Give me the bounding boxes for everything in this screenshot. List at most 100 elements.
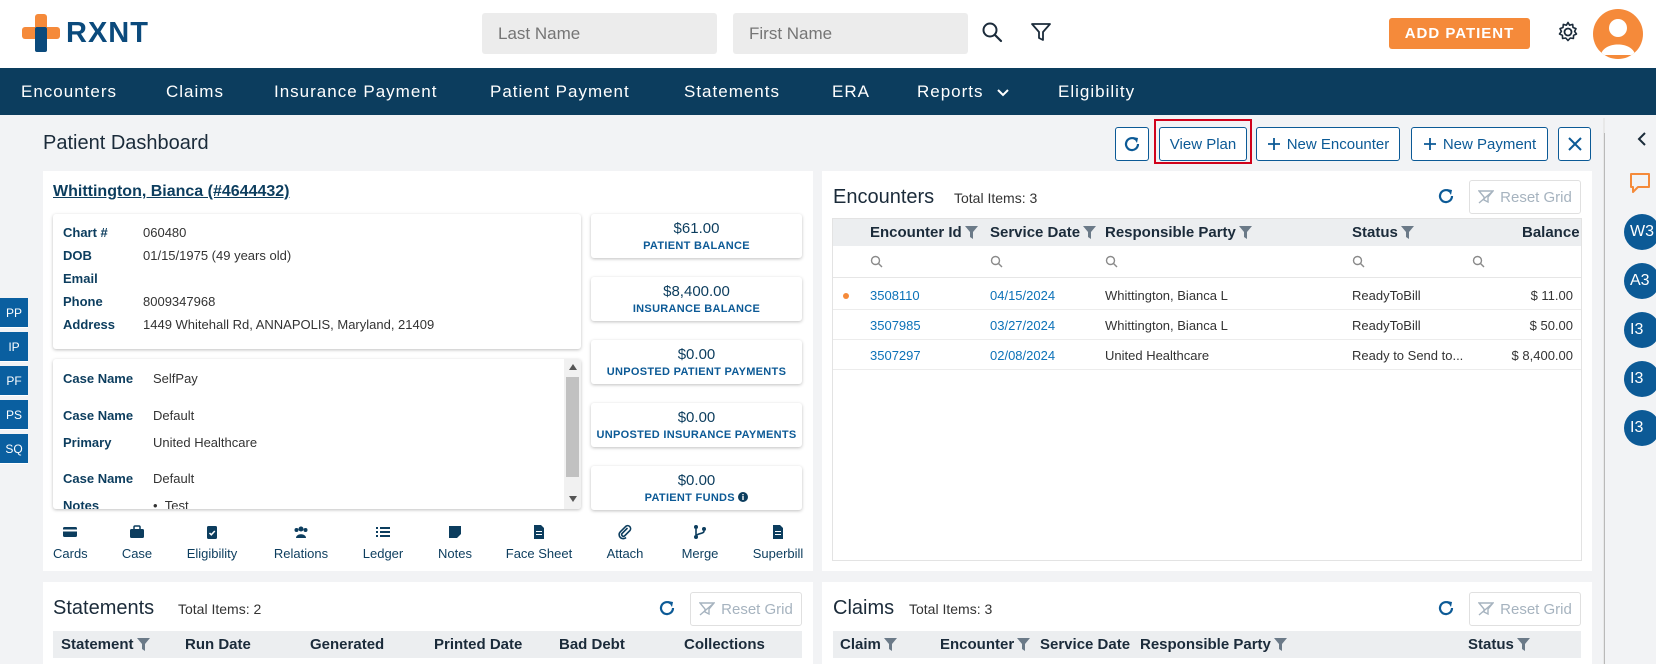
col-status[interactable]: Status: [1468, 636, 1530, 653]
encounter-id-link[interactable]: 3507985: [870, 318, 921, 333]
side-tab-ps[interactable]: PS: [0, 400, 28, 430]
table-row[interactable]: 3507985 03/27/2024 Whittington, Bianca L…: [833, 310, 1581, 340]
filter-icon[interactable]: [964, 226, 978, 239]
rail-badge[interactable]: I3: [1624, 361, 1656, 397]
patient-balance-box: $61.00 PATIENT BALANCE: [591, 214, 802, 258]
nav-claims[interactable]: Claims: [166, 82, 224, 101]
rail-badge[interactable]: I3: [1624, 410, 1656, 446]
view-plan-button[interactable]: View Plan: [1159, 127, 1247, 161]
statements-reset-grid-button[interactable]: Reset Grid: [690, 592, 802, 626]
action-case[interactable]: Case: [120, 524, 154, 561]
table-row[interactable]: 3508110 04/15/2024 Whittington, Bianca L…: [833, 280, 1581, 310]
action-merge[interactable]: Merge: [680, 524, 720, 561]
rail-badge[interactable]: I3: [1624, 312, 1656, 348]
action-cards[interactable]: Cards: [53, 524, 88, 561]
search-icon[interactable]: [1105, 255, 1118, 268]
col-service-date[interactable]: Service Date: [1040, 636, 1131, 653]
table-row[interactable]: 3507297 02/08/2024 United Healthcare Rea…: [833, 340, 1581, 370]
claims-reset-grid-button[interactable]: Reset Grid: [1469, 592, 1581, 626]
nav-reports[interactable]: Reports: [917, 82, 1009, 102]
nav-patient-payment[interactable]: Patient Payment: [490, 82, 630, 101]
col-responsible-party[interactable]: Responsible Party: [1105, 224, 1252, 241]
col-generated[interactable]: Generated: [310, 636, 385, 653]
last-name-input[interactable]: [482, 13, 717, 54]
gear-icon[interactable]: [1556, 20, 1582, 46]
service-date-link[interactable]: 02/08/2024: [990, 348, 1056, 363]
col-status[interactable]: Status: [1352, 224, 1414, 241]
filter-icon[interactable]: [1516, 638, 1530, 651]
action-ledger[interactable]: Ledger: [362, 524, 404, 561]
side-tab-sq[interactable]: SQ: [0, 434, 28, 464]
close-button[interactable]: [1558, 127, 1591, 161]
filter-icon[interactable]: [1400, 226, 1414, 239]
filter-icon[interactable]: [1029, 20, 1055, 46]
side-tab-pp[interactable]: PP: [0, 298, 28, 328]
add-patient-button[interactable]: ADD PATIENT: [1389, 18, 1530, 49]
col-bad-debt[interactable]: Bad Debt: [559, 636, 625, 653]
action-face-sheet[interactable]: Face Sheet: [505, 524, 573, 561]
col-service-date[interactable]: Service Date: [990, 224, 1097, 241]
search-icon[interactable]: [870, 255, 883, 268]
card-icon: [63, 527, 77, 537]
action-attach[interactable]: Attach: [605, 524, 645, 561]
refresh-icon[interactable]: [1436, 186, 1456, 206]
nav-insurance-payment[interactable]: Insurance Payment: [274, 82, 438, 101]
col-encounter[interactable]: Encounter: [940, 636, 1031, 653]
filter-icon[interactable]: [1083, 226, 1097, 239]
col-statement[interactable]: Statement: [61, 636, 150, 653]
chat-icon[interactable]: [1628, 172, 1652, 194]
avatar[interactable]: [1593, 9, 1643, 59]
nav-statements[interactable]: Statements: [684, 82, 780, 101]
action-relations[interactable]: Relations: [272, 524, 330, 561]
encounters-filter-row: [833, 246, 1581, 278]
col-collections[interactable]: Collections: [684, 636, 765, 653]
insurance-balance-amount: $8,400.00: [663, 283, 730, 300]
side-tab-ip[interactable]: IP: [0, 332, 28, 362]
search-icon[interactable]: [990, 255, 1003, 268]
encounter-id-link[interactable]: 3507297: [870, 348, 921, 363]
col-printed-date[interactable]: Printed Date: [434, 636, 523, 653]
col-balance[interactable]: Balance: [1522, 224, 1580, 241]
search-icon[interactable]: [1472, 255, 1485, 268]
new-encounter-button[interactable]: New Encounter: [1256, 127, 1400, 161]
cases-scrollbar[interactable]: [564, 359, 581, 509]
unposted-insurance-payments-box: $0.00 UNPOSTED INSURANCE PAYMENTS: [591, 403, 802, 447]
patient-name-link[interactable]: Whittington, Bianca (#4644432): [53, 183, 290, 200]
action-eligibility[interactable]: Eligibility: [185, 524, 239, 561]
info-icon[interactable]: [738, 492, 749, 502]
action-notes[interactable]: Notes: [437, 524, 473, 561]
unposted-patient-payments-amount: $0.00: [677, 346, 716, 363]
refresh-icon[interactable]: [657, 598, 677, 618]
rail-badge[interactable]: A3: [1624, 263, 1656, 299]
statements-reset-label: Reset Grid: [721, 600, 793, 618]
cases-scrollbar-thumb[interactable]: [566, 377, 579, 477]
chevron-left-icon[interactable]: [1636, 132, 1648, 146]
cases-box[interactable]: Case Name SelfPay Case Name Default Prim…: [53, 359, 581, 509]
col-run-date[interactable]: Run Date: [185, 636, 251, 653]
side-tab-pf[interactable]: PF: [0, 366, 28, 396]
action-superbill[interactable]: Superbill: [752, 524, 804, 561]
new-payment-button[interactable]: New Payment: [1411, 127, 1548, 161]
service-date-link[interactable]: 04/15/2024: [990, 288, 1056, 303]
col-responsible-party[interactable]: Responsible Party: [1140, 636, 1287, 653]
rail-badge[interactable]: W3: [1624, 214, 1656, 250]
filter-icon[interactable]: [1017, 638, 1031, 651]
nav-eligibility[interactable]: Eligibility: [1058, 82, 1136, 101]
col-encounter-id[interactable]: Encounter Id: [870, 224, 978, 241]
filter-icon[interactable]: [136, 638, 150, 651]
search-icon[interactable]: [980, 20, 1006, 46]
refresh-icon[interactable]: [1436, 598, 1456, 618]
col-claim[interactable]: Claim: [840, 636, 897, 653]
first-name-input[interactable]: [733, 13, 968, 54]
nav-encounters[interactable]: Encounters: [21, 82, 117, 101]
rxnt-logo[interactable]: RXNT: [22, 14, 149, 52]
refresh-button[interactable]: [1115, 127, 1149, 161]
filter-icon[interactable]: [1238, 226, 1252, 239]
encounter-id-link[interactable]: 3508110: [870, 288, 920, 303]
encounters-reset-grid-button[interactable]: Reset Grid: [1469, 180, 1581, 214]
service-date-link[interactable]: 03/27/2024: [990, 318, 1056, 333]
filter-icon[interactable]: [883, 638, 897, 651]
nav-era[interactable]: ERA: [832, 82, 870, 101]
filter-icon[interactable]: [1273, 638, 1287, 651]
search-icon[interactable]: [1352, 255, 1365, 268]
